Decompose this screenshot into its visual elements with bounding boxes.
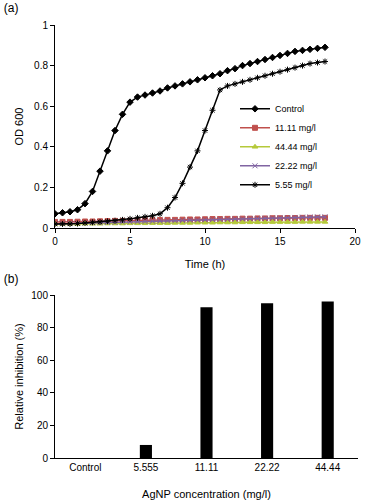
svg-text:44.44: 44.44 bbox=[315, 462, 340, 473]
svg-text:60: 60 bbox=[37, 355, 49, 366]
svg-text:5.555: 5.555 bbox=[133, 462, 158, 473]
svg-text:15: 15 bbox=[274, 236, 286, 247]
svg-text:Relative inhibition (%): Relative inhibition (%) bbox=[13, 323, 25, 429]
svg-text:0.4: 0.4 bbox=[34, 141, 48, 152]
svg-text:0: 0 bbox=[52, 236, 58, 247]
svg-text:1: 1 bbox=[42, 20, 48, 31]
svg-text:0.6: 0.6 bbox=[34, 101, 48, 112]
svg-text:5.55 mg/l: 5.55 mg/l bbox=[275, 180, 312, 190]
svg-text:5: 5 bbox=[127, 236, 133, 247]
svg-text:Control: Control bbox=[275, 104, 304, 114]
svg-text:100: 100 bbox=[31, 290, 48, 301]
svg-text:10: 10 bbox=[199, 236, 211, 247]
svg-text:(a): (a) bbox=[4, 1, 19, 15]
svg-text:11.11: 11.11 bbox=[195, 462, 219, 473]
svg-text:20: 20 bbox=[37, 420, 49, 431]
svg-text:11.11 mg/l: 11.11 mg/l bbox=[275, 123, 316, 133]
svg-text:80: 80 bbox=[37, 322, 49, 333]
svg-text:AgNP concentration (mg/l): AgNP concentration (mg/l) bbox=[142, 488, 271, 500]
svg-text:22.22: 22.22 bbox=[255, 462, 280, 473]
svg-text:0: 0 bbox=[42, 453, 48, 464]
svg-text:44.44 mg/l: 44.44 mg/l bbox=[275, 142, 317, 152]
svg-text:22.22 mg/l: 22.22 mg/l bbox=[275, 161, 317, 171]
svg-text:OD 600: OD 600 bbox=[13, 108, 25, 146]
svg-text:20: 20 bbox=[349, 236, 361, 247]
svg-text:Control: Control bbox=[69, 462, 101, 473]
svg-text:0.8: 0.8 bbox=[34, 60, 48, 71]
svg-text:40: 40 bbox=[37, 387, 49, 398]
svg-text:0.2: 0.2 bbox=[34, 182, 48, 193]
svg-text:(b): (b) bbox=[4, 272, 19, 286]
svg-text:0: 0 bbox=[42, 223, 48, 234]
svg-text:Time (h): Time (h) bbox=[185, 258, 226, 270]
